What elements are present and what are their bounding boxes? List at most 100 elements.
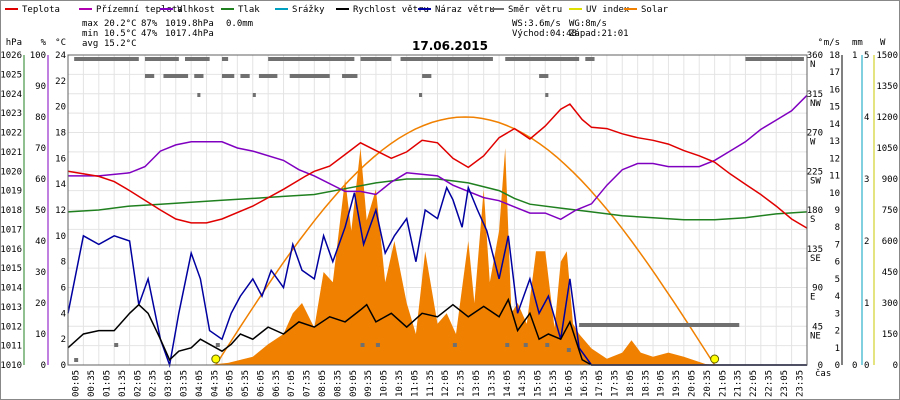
axis-w-tick: 1500 (876, 51, 898, 61)
axis-w-tick: 1050 (876, 144, 898, 154)
x-tick-label: 08:35 (333, 370, 343, 397)
legend-label-naraz: Náraz větru (435, 5, 495, 15)
axis-degc-tick: 12 (55, 206, 66, 216)
axis-pct-tick: 40 (35, 237, 46, 247)
wind-direction-mark (215, 343, 220, 347)
axis-w-tick: 1350 (876, 82, 898, 92)
grid (67, 54, 808, 366)
axis-ms-tick: 13 (829, 137, 840, 147)
x-tick-label: 03:35 (179, 370, 189, 397)
sunset-time: Západ:21:01 (569, 29, 629, 39)
x-tick-label: 06:05 (256, 370, 266, 397)
wind-gust-max: WG:8m/s (569, 19, 607, 29)
axis-hpa-tick: 1012 (0, 322, 22, 332)
axis-w-tick: 300 (882, 299, 898, 309)
axis-deg-tick: 0 (818, 361, 823, 371)
axis-uv-tick: 1 (864, 299, 869, 309)
x-tick-label: 15:05 (534, 370, 544, 397)
axis-hpa-tick: 1020 (0, 167, 22, 177)
stats-min-temp: 10.5°C (104, 29, 137, 39)
x-axis-label: čas (815, 368, 831, 379)
axis-pct-tick: 60 (35, 175, 46, 185)
x-tick-label: 04:35 (210, 370, 220, 397)
x-tick-label: 19:05 (657, 370, 667, 397)
solar-series (68, 116, 807, 366)
x-tick-label: 09:35 (364, 370, 374, 397)
axis-hpa-tick: 1013 (0, 303, 22, 313)
stats-avg-temp: 15.2°C (104, 39, 137, 49)
wind-direction-mark (539, 74, 549, 78)
x-tick-label: 16:35 (580, 370, 590, 397)
axes: 1026102510241023102210211020101910181017… (0, 38, 898, 397)
wind-direction-mark (360, 57, 392, 61)
legend-label-vlhkost: Vlhkost (177, 5, 215, 15)
x-tick-label: 13:05 (472, 370, 482, 397)
wind-direction-mark (114, 343, 119, 347)
plot-border (67, 54, 808, 366)
legend-label-rychlost: Rychlost větru (353, 5, 429, 15)
x-tick-label: 08:05 (318, 370, 328, 397)
stats-max-label: max (82, 19, 99, 29)
wind-direction-mark (545, 93, 549, 97)
wind-direction-mark (505, 57, 580, 61)
x-tick-label: 15:35 (549, 370, 559, 397)
pressure-line (67, 178, 808, 221)
axis-pct-tick: 0 (41, 361, 46, 371)
x-tick-label: 11:05 (410, 370, 420, 397)
axis-hpa-tick: 1011 (0, 342, 22, 352)
wind-direction-mark (422, 74, 432, 78)
axis-hpa-tick: 1026 (0, 51, 22, 61)
x-tick-label: 17:05 (595, 370, 605, 397)
wind-direction-mark (579, 323, 740, 327)
wind-direction-mark (289, 74, 330, 78)
x-tick-label: 07:05 (287, 370, 297, 397)
axis-ms-tick: 6 (835, 258, 840, 268)
axis-hpa-unit: hPa (6, 38, 22, 48)
axis-pct-tick: 30 (35, 268, 46, 278)
axis-hpa-tick: 1025 (0, 70, 22, 80)
axis-deg-tick: 135 (807, 245, 823, 255)
stats-max-hum: 87% (141, 19, 158, 29)
axis-pct-tick: 10 (35, 330, 46, 340)
x-tick-label: 22:35 (765, 370, 775, 397)
axis-dir-tick: NE (810, 331, 821, 341)
legend-label-srazky: Srážky (292, 5, 325, 15)
axis-dir-tick: NW (810, 99, 821, 109)
axis-ms-tick: 1 (835, 344, 840, 354)
axis-degc-tick: 2 (61, 335, 66, 345)
chart-title: 17.06.2015 (412, 39, 488, 53)
axis-degc-tick: 8 (61, 258, 66, 268)
axis-w-tick: 450 (882, 268, 898, 278)
x-tick-label: 04:05 (195, 370, 205, 397)
x-tick-label: 20:05 (688, 370, 698, 397)
axis-deg-tick: 180 (807, 206, 823, 216)
axis-uv-tick: 0 (864, 361, 869, 371)
x-tick-label: 07:35 (303, 370, 313, 397)
axis-degc-tick: 4 (61, 309, 66, 319)
axis-degc-unit: °C (55, 38, 66, 48)
humidity-line (68, 94, 808, 221)
wind-direction-mark (74, 358, 79, 362)
wind-speed-avg: WS:3.6m/s (512, 19, 561, 29)
wind-direction-mark (221, 57, 229, 61)
axis-ms-tick: 4 (835, 292, 840, 302)
wind-direction-mark (419, 93, 423, 97)
axis-deg-tick: 315 (807, 90, 823, 100)
axis-ms-tick: 2 (835, 327, 840, 337)
axis-ms-tick: 15 (829, 103, 840, 113)
wind-direction-mark (144, 74, 155, 78)
wind-direction-mark (342, 74, 358, 78)
legend-label-smer: Směr větru (508, 5, 562, 15)
solar-theoretical-curve (215, 116, 716, 366)
stats-max-press: 1019.8hPa (165, 19, 214, 29)
stats-max-rain: 0.0mm (226, 19, 253, 29)
axis-hpa-tick: 1016 (0, 245, 22, 255)
axis-ms-tick: 9 (835, 206, 840, 216)
wind-direction-mark (545, 343, 550, 347)
axis-dir-tick: SW (810, 176, 821, 186)
axis-hpa-tick: 1019 (0, 187, 22, 197)
axis-mm-unit: mm (852, 38, 863, 48)
axis-ms-tick: 3 (835, 309, 840, 319)
